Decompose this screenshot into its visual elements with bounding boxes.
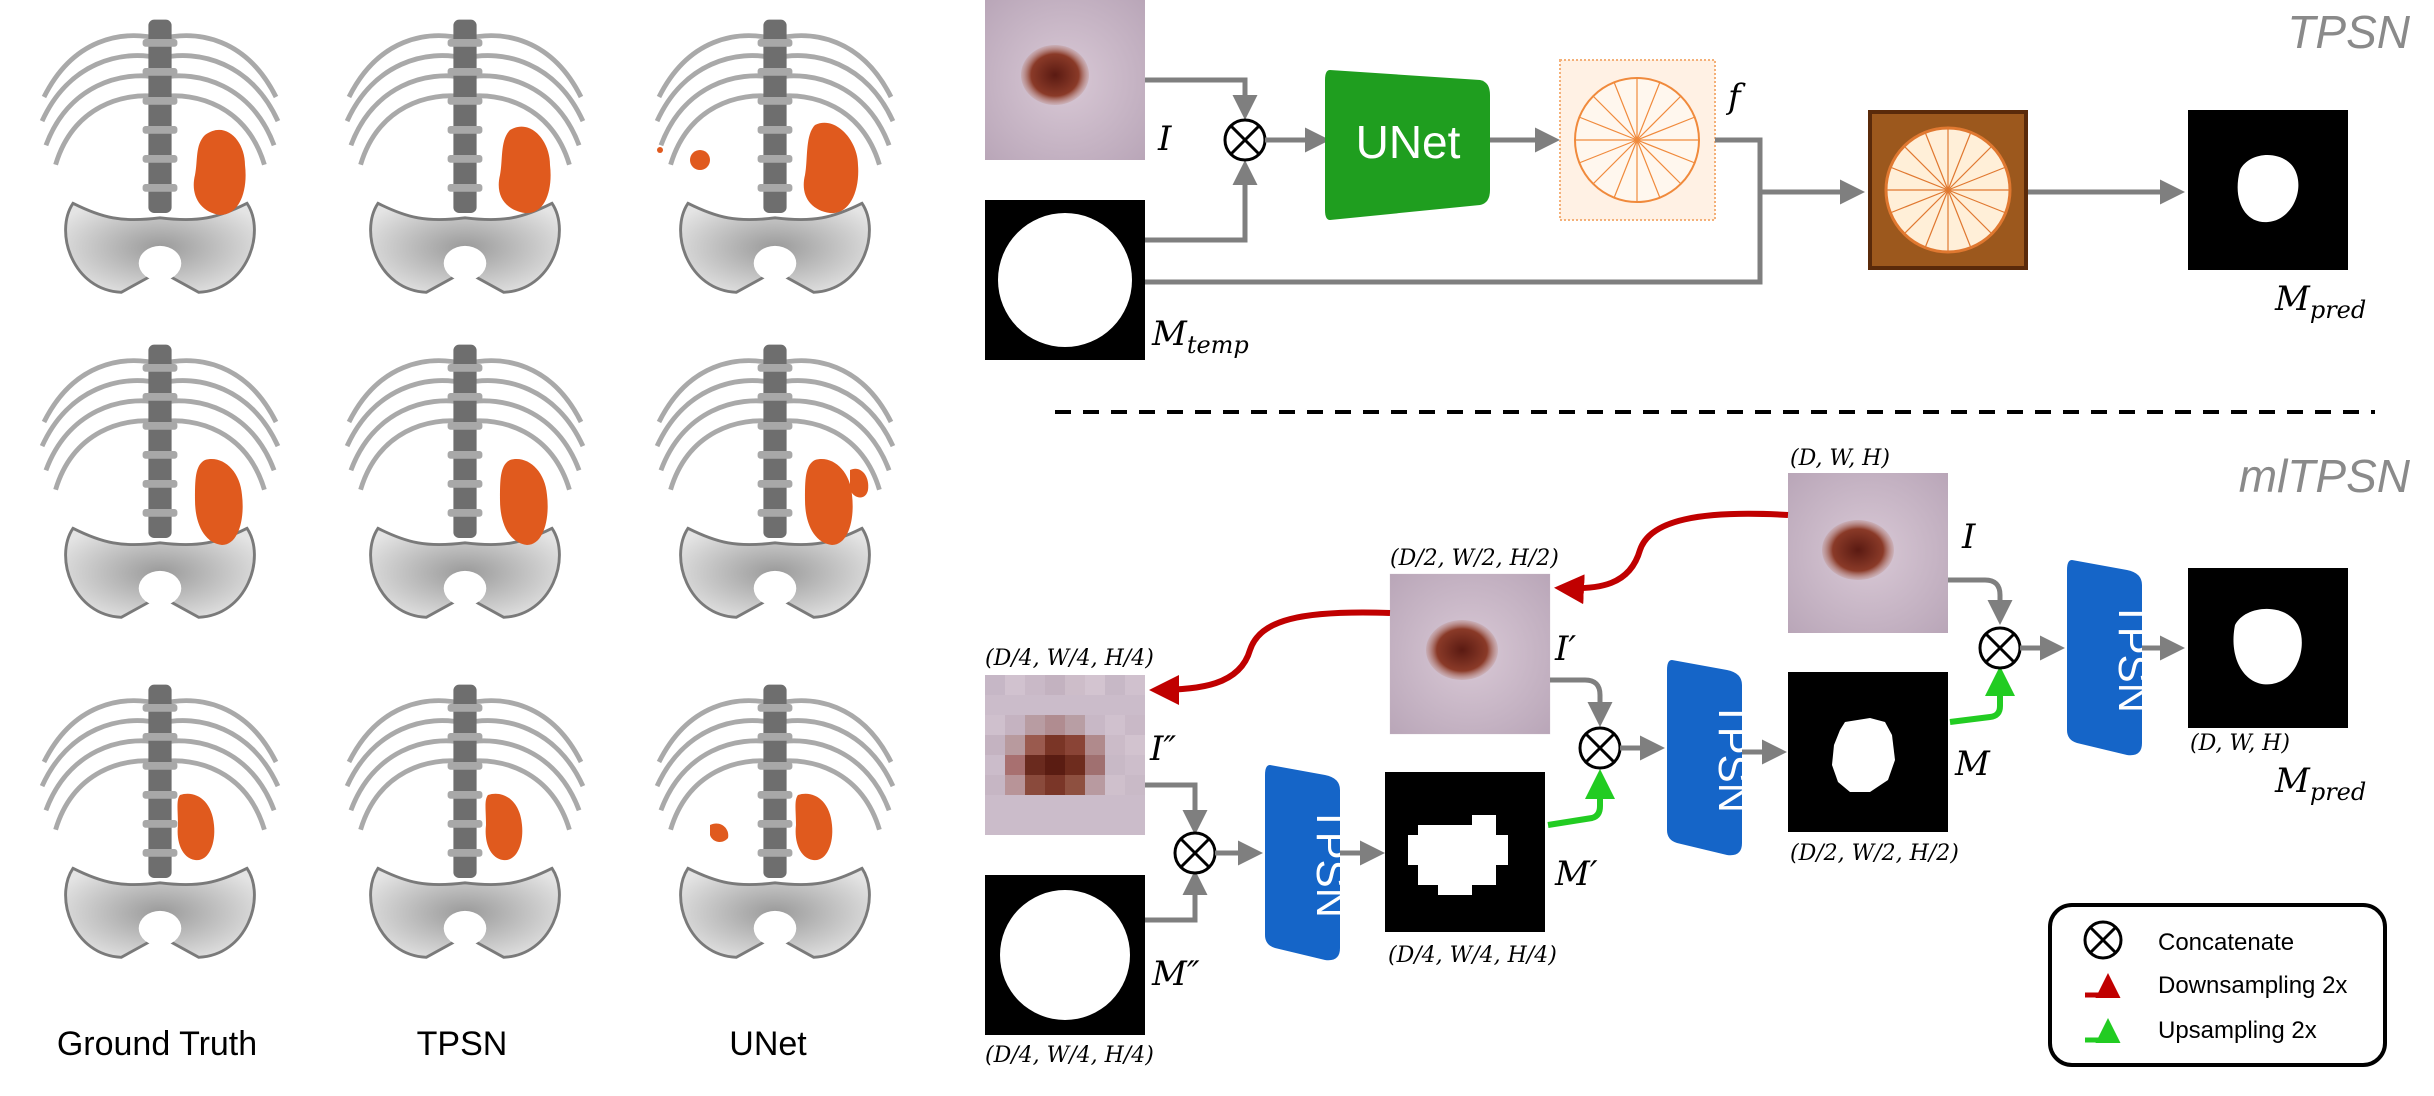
legend-concatenate: Concatenate (2158, 929, 2294, 956)
label-M-double-prime: M″ (1151, 954, 1200, 994)
label-f: f (1725, 77, 1746, 117)
arrow-I-to-concat3 (1948, 577, 2013, 625)
organ-segmentation (193, 129, 246, 215)
label-M-temp: Mtemp (1151, 314, 1249, 359)
organ-segmentation (805, 459, 853, 545)
input-image-I (985, 0, 1145, 160)
label-M-prime: M′ (1554, 854, 1598, 894)
tpsn-block-full: TPSN (2067, 560, 2157, 756)
downsample-arrow-half-to-quarter (1149, 609, 1391, 705)
tpsn-label-full: TPSN (2110, 601, 2157, 713)
input-image-I-full (1788, 473, 1948, 633)
organ-segmentation-false-positive (710, 823, 729, 842)
tpsn-label-half: TPSN (1710, 701, 1757, 813)
upsample-arrow-M-to-concat3 (1949, 666, 2015, 725)
column-label-tpsn: TPSN (417, 1025, 508, 1063)
concat-symbol-half (1578, 726, 1622, 770)
grid-cell-r2-tpsn (347, 345, 583, 618)
label-I-prime: I′ (1554, 629, 1576, 669)
legend-upsampling: Upsampling 2x (2158, 1017, 2317, 1044)
dim-half: (D/2, W/2, H/2) (1390, 546, 1559, 571)
tpsn-label-quarter: TPSN (1308, 806, 1355, 918)
input-image-I-half (1389, 573, 1551, 735)
legend-downsampling: Downsampling 2x (2158, 972, 2347, 999)
arrow-I2-to-concat1 (1145, 782, 1208, 835)
legend-upsample-icon (2085, 1018, 2121, 1043)
dim-quarter-image: (D/4, W/4, H/4) (985, 646, 1154, 671)
arrow-f-to-warp (1715, 137, 1865, 205)
grid-cell-r1-ground-truth (42, 20, 278, 293)
upsample-arrow-M1-to-concat2 (1547, 769, 1615, 828)
mltpsn-pipeline: mlTPSN (D, W, H) I (D/2, W/2, H/2) I′ (D… (985, 446, 2411, 1068)
label-I-double-prime: I″ (1149, 729, 1176, 769)
grid-cell-r3-unet (657, 685, 893, 958)
unet-block: UNet (1325, 70, 1490, 220)
column-label-unet: UNet (729, 1025, 807, 1063)
column-label-ground-truth: Ground Truth (57, 1025, 257, 1063)
label-M-pred: Mpred (2274, 279, 2366, 324)
legend: Concatenate Downsampling 2x Upsampling 2… (2048, 903, 2387, 1067)
legend-concat-icon (2083, 920, 2123, 960)
warped-template (1868, 110, 2028, 270)
label-M-pred-mltpsn: Mpred (2274, 761, 2366, 806)
mask-M-prime (1385, 772, 1545, 932)
arrow-M2-to-concat1 (1145, 870, 1208, 923)
tpsn-block-quarter: TPSN (1265, 765, 1355, 961)
label-M: M (1954, 744, 1991, 784)
label-I: I (1157, 119, 1172, 159)
concat-symbol-full (1978, 626, 2022, 670)
grid-cell-r2-unet (657, 345, 893, 618)
organ-segmentation (485, 793, 523, 861)
dim-M-double-prime: (D/4, W/4, H/4) (985, 1043, 1154, 1068)
organ-segmentation (177, 793, 215, 861)
grid-cell-r3-tpsn (347, 685, 583, 958)
mask-M (1788, 672, 1948, 832)
organ-segmentation (195, 459, 243, 545)
organ-segmentation (498, 126, 551, 214)
dim-M-half: (D/2, W/2, H/2) (1790, 841, 1959, 866)
legend-downsample-icon (2085, 973, 2121, 998)
label-I-full: I (1961, 517, 1976, 557)
tpsn-title: TPSN (2287, 6, 2410, 58)
concat-symbol (1223, 118, 1267, 162)
template-mask (985, 200, 1145, 360)
input-image-I-quarter (985, 675, 1145, 835)
organ-segmentation-grid: Ground Truth TPSN UNet (42, 20, 893, 1063)
arrow-Mtemp-to-warp (1145, 192, 1763, 285)
dim-pred: (D, W, H) (2190, 731, 2290, 756)
unet-label: UNet (1356, 116, 1461, 168)
predicted-mask-mltpsn (2188, 568, 2348, 728)
template-mask-quarter (985, 875, 1145, 1035)
grid-cell-r3-ground-truth (42, 685, 278, 958)
deformation-field-f (1559, 59, 1716, 221)
organ-segmentation (803, 122, 859, 214)
concat-symbol-quarter (1173, 831, 1217, 875)
arrow-Mtemp-to-concat (1145, 160, 1258, 243)
mltpsn-title: mlTPSN (2239, 450, 2411, 502)
organ-segmentation (500, 459, 548, 545)
organ-segmentation-false-positive (690, 150, 710, 170)
organ-segmentation-false-positive (850, 468, 869, 498)
arrow-I-to-concat (1145, 77, 1258, 120)
tpsn-block-half: TPSN (1667, 660, 1757, 856)
grid-cell-r1-tpsn (347, 20, 583, 293)
arrow-I1-to-concat2 (1550, 677, 1613, 727)
organ-segmentation-false-positive (657, 147, 663, 153)
dim-full-top: (D, W, H) (1790, 446, 1890, 471)
downsample-arrow-full-to-half (1554, 510, 1789, 605)
tpsn-pipeline: TPSN I Mtemp UNet (985, 0, 2411, 360)
grid-cell-r2-ground-truth (42, 345, 278, 618)
organ-segmentation (795, 793, 833, 861)
grid-cell-r1-unet (657, 20, 893, 293)
dim-M-prime: (D/4, W/4, H/4) (1388, 943, 1557, 968)
predicted-mask (2188, 110, 2348, 270)
